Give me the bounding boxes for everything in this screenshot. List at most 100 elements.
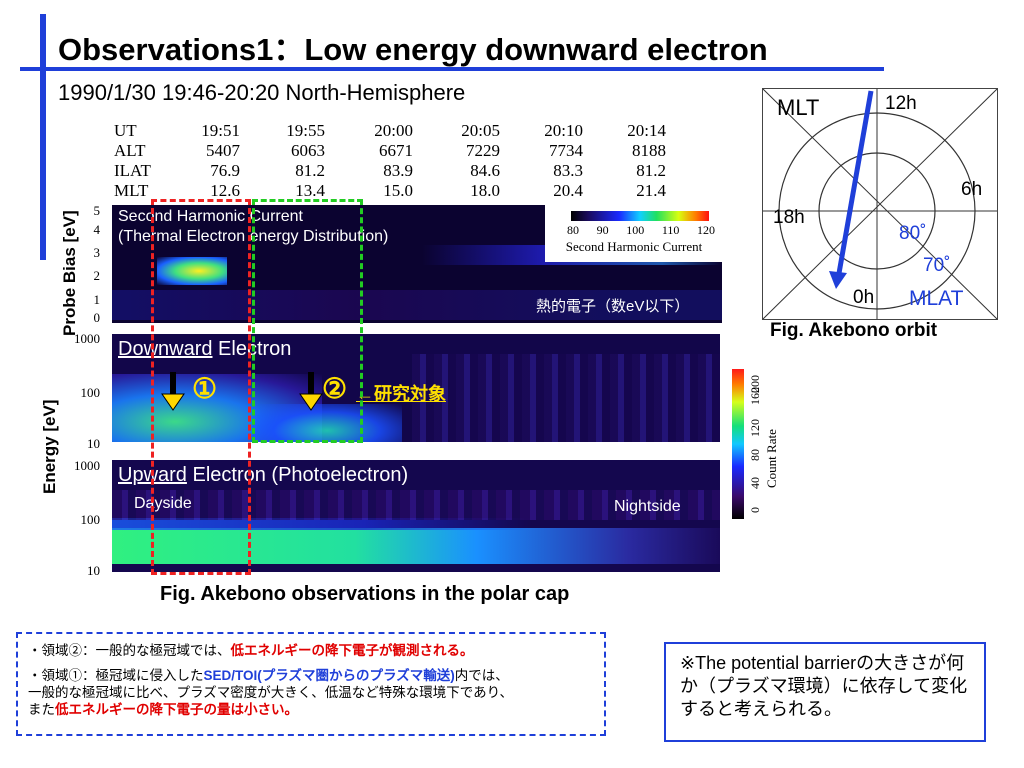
hour-0-label: 0h [853,287,875,308]
spectrogram-feature [112,290,722,320]
research-target-note: ←研究対象 [356,384,446,404]
y-tick: 1000 [74,331,100,346]
note-text: ・領域①：極冠域に侵入した [28,668,204,683]
note-text: また [28,702,55,717]
ephem-cell: 76.9 [210,161,240,180]
spectrogram-feature [112,518,532,530]
y-tick: 2 [93,268,101,283]
y-tick: 3 [93,245,101,260]
note-highlight-blue: SED/TOI(プラズマ圏からのプラズマ輸送) [203,668,455,683]
slide-title: Observations1：Low energy downward electr… [58,32,768,67]
panel3-title-rest: Electron (Photoelectron) [186,464,409,486]
y-tick: 1 [93,292,101,307]
mlat-label: MLAT [909,287,964,310]
note-line: ・領域②：一般的な極冠域では、低エネルギーの降下電子が観測される。 [28,642,594,659]
ephem-cell: 84.6 [470,161,500,180]
second-harmonic-spectrogram: Second Harmonic Current (Thermal Electro… [112,205,722,323]
ephem-cell: 81.2 [636,161,666,180]
dayside-label: Dayside [134,495,192,512]
ephem-cell: 81.2 [295,161,325,180]
colorbar-label: Count Rate [764,429,779,488]
y-tick: 100 [80,385,101,400]
orbit-caption: Fig. Akebono orbit [770,320,938,341]
y-tick: 0 [93,310,101,325]
ephem-cell: 83.3 [553,161,583,180]
ephem-cell: 83.9 [383,161,413,180]
legend-ticks: 80 90 100 110 120 [567,223,715,238]
ephem-cell: 6063 [291,141,325,160]
latitude-80-label: 80˚ [899,223,927,244]
y-tick: 10 [87,563,100,578]
ephem-label-ilat: ILAT [114,161,151,180]
spectrogram-feature [252,404,402,442]
orbit-plot [763,89,997,319]
hour-18-label: 18h [773,207,805,228]
note-highlight: 低エネルギーの降下電子が観測される。 [230,643,474,658]
ephem-cell: 20.4 [553,181,583,200]
region1-marker: ① [192,373,218,404]
note-highlight: 低エネルギーの降下電子の量は小さい。 [55,702,298,717]
y-tick: 10 [87,436,100,451]
colorbar-tick: 0 [748,507,762,513]
region1-down-arrow [161,372,185,411]
region-explanation-note: ・領域②：一般的な極冠域では、低エネルギーの降下電子が観測される。 ・領域①：極… [16,632,606,736]
note-line: ・領域①：極冠域に侵入したSED/TOI(プラズマ圏からのプラズマ輸送)内では、 [28,667,594,684]
ephem-cell: 15.0 [383,181,413,200]
ephem-cell: 7229 [466,141,500,160]
ephem-cell: 8188 [632,141,666,160]
ephem-label-mlt: MLT [114,181,149,200]
ephem-cell: 18.0 [470,181,500,200]
slide-subtitle: 1990/1/30 19:46-20:20 North-Hemisphere [58,80,466,105]
ephem-cell: 20:05 [461,121,500,140]
legend-label: Second Harmonic Current [565,239,703,254]
downward-electron-spectrogram: Downward Electron [112,334,720,442]
ephem-cell: 19:51 [201,121,240,140]
ephem-cell: 13.4 [295,181,325,200]
ephem-cell: 7734 [549,141,583,160]
upward-electron-spectrogram: Upward Electron (Photoelectron) Dayside … [112,460,720,572]
hour-6-label: 6h [961,179,983,200]
harmonic-legend: 80 90 100 110 120 Second Harmonic Curren… [545,205,722,262]
title-underline-bar [20,67,884,71]
legend-tick: 120 [697,223,715,237]
colorbar-tick: 80 [748,449,762,461]
note-text: 内では、 [454,668,509,683]
energy-axis-label: Energy [eV] [40,399,59,494]
count-rate-colorbar [732,369,744,519]
y-tick: 1000 [74,458,100,473]
ephem-label-alt: ALT [114,141,146,160]
ephem-cell: 12.6 [210,181,240,200]
legend-tick: 110 [661,223,680,237]
y-tick: 100 [80,512,101,527]
note-line: 一般的な極冠域に比べ、プラズマ密度が大きく、低温など特殊な環境下であり、 [28,685,514,700]
ephem-cell: 21.4 [636,181,666,200]
hour-12-label: 12h [885,93,917,114]
colorbar-tick: 40 [748,477,762,489]
ephem-cell: 5407 [206,141,240,160]
region2-marker: ② [322,373,348,404]
ephem-label-ut: UT [114,121,137,140]
legend-tick: 100 [626,223,645,237]
region1-box [151,199,251,575]
note-text: ・領域②：一般的な極冠域では、 [28,643,231,658]
region2-box [252,199,363,443]
ephem-cell: 20:00 [374,121,413,140]
ephem-cell: 19:55 [286,121,325,140]
note-line: また低エネルギーの降下電子の量は小さい。 [28,701,594,718]
nightside-label: Nightside [614,498,681,515]
ephem-cell: 20:10 [544,121,583,140]
legend-color-scale [571,211,709,221]
spectrogram-feature [412,354,720,442]
thermal-electron-note: 熱的電子（数eV以下） [536,298,690,315]
legend-tick: 80 [567,223,579,237]
region2-down-arrow [299,372,323,411]
spectrogram-feature [112,490,720,520]
y-tick: 5 [93,203,101,218]
y-tick: 4 [93,222,101,237]
figure-caption: Fig. Akebono observations in the polar c… [160,583,570,605]
legend-tick: 90 [596,223,609,237]
colorbar-tick: 200 [748,375,762,393]
latitude-70-label: 70˚ [923,255,951,276]
potential-barrier-note: ※The potential barrierの大きさが何か（プラズマ環境）に依存… [664,642,986,742]
ephem-cell: 6671 [379,141,413,160]
